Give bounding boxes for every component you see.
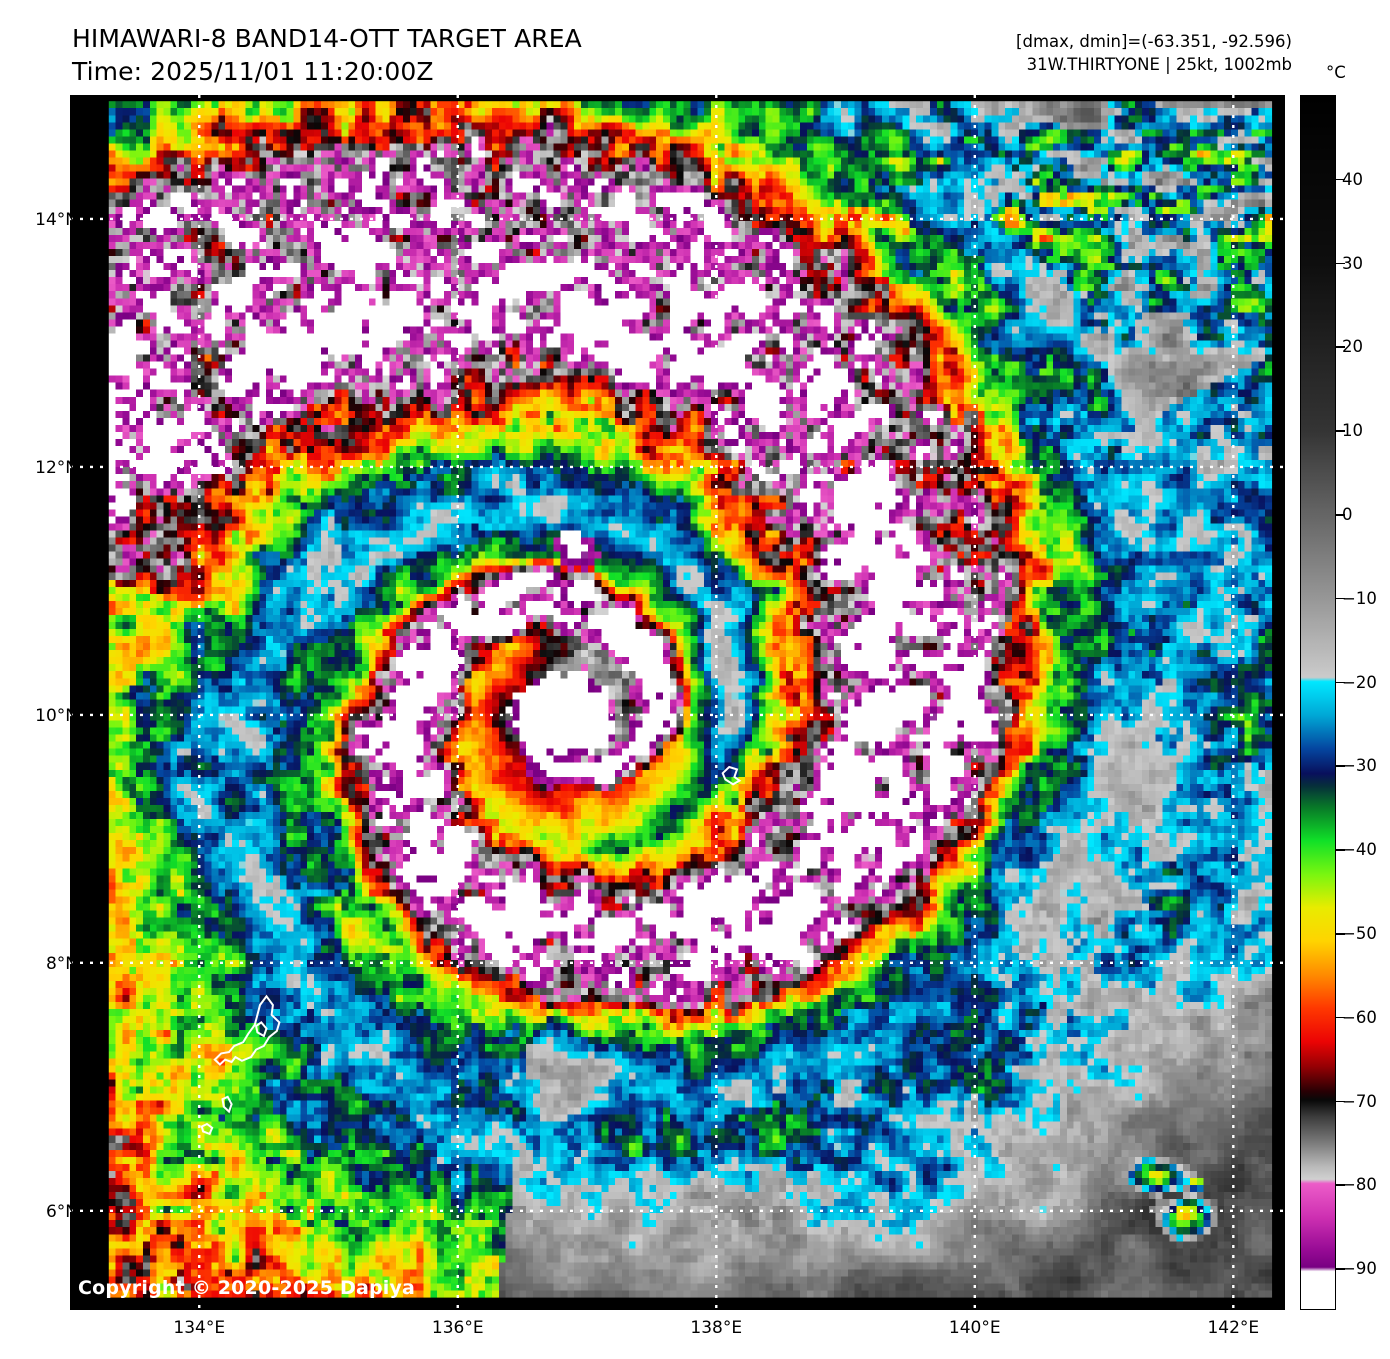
colorbar-tick-mark [1336, 681, 1345, 684]
colorbar-gradient [1301, 96, 1335, 1309]
y-axis-tick: 14°N [35, 209, 78, 230]
x-axis-tick: 136°E [431, 1318, 484, 1338]
coastline-outline [221, 1095, 233, 1114]
colorbar-tick-label: −90 [1342, 1259, 1377, 1279]
colorbar-tick-mark [1336, 513, 1345, 516]
colorbar-tick-mark [1336, 1184, 1345, 1186]
title-block: HIMAWARI-8 BAND14-OTT TARGET AREA Time: … [72, 22, 582, 88]
x-axis-tick: 140°E [948, 1318, 1001, 1338]
x-axis-tick: 142°E [1207, 1318, 1260, 1338]
colorbar-tick-mark [1336, 262, 1345, 265]
satellite-image-plot [70, 95, 1285, 1310]
colorbar-tick-mark [1336, 178, 1345, 181]
colorbar-tick-label: −70 [1342, 1091, 1377, 1111]
colorbar-tick-label: 10 [1342, 421, 1363, 441]
colorbar-tick-mark [1336, 765, 1345, 767]
colorbar-tick-label: −40 [1342, 840, 1377, 860]
timestamp-label: Time: 2025/11/01 11:20:00Z [72, 57, 434, 86]
colorbar-tick-mark [1336, 430, 1345, 432]
x-axis-tick: 134°E [173, 1318, 226, 1338]
colorbar-tick-label: −10 [1342, 588, 1377, 608]
colorbar-tick-mark [1336, 849, 1345, 851]
colorbar-tick-mark [1336, 1016, 1345, 1019]
coastline-outline [721, 765, 742, 786]
colorbar-tick-label: −20 [1342, 672, 1377, 692]
y-axis-tick: 12°N [35, 457, 78, 478]
colorbar-tick-mark [1336, 1100, 1345, 1103]
coastline-outline [254, 1021, 268, 1038]
coastline-outline [213, 994, 281, 1066]
colorbar-tick-label: −80 [1342, 1175, 1377, 1195]
colorbar-tick-label: −50 [1342, 923, 1377, 943]
metadata-block: [dmax, dmin]=(-63.351, -92.596) 31W.THIR… [1016, 30, 1292, 76]
colorbar-tick-label: 30 [1342, 253, 1363, 273]
graticule [70, 95, 1285, 1310]
y-axis-tick: 8°N [45, 953, 78, 974]
colorbar-tick-label: −30 [1342, 756, 1377, 776]
colorbar-unit-label: °C [1326, 63, 1346, 82]
colorbar-tick-label: 40 [1342, 169, 1363, 189]
colorbar-tick-mark [1336, 932, 1345, 935]
colorbar-tick-label: 20 [1342, 337, 1363, 357]
satellite-temperature-raster [108, 101, 1273, 1298]
page-title: HIMAWARI-8 BAND14-OTT TARGET AREA [72, 24, 582, 53]
colorbar-tick-mark [1336, 1268, 1345, 1270]
x-axis-tick: 138°E [690, 1318, 743, 1338]
colorbar-tick-mark [1336, 346, 1345, 348]
dminmax-label: [dmax, dmin]=(-63.351, -92.596) [1016, 32, 1292, 51]
colorbar-tick-label: −60 [1342, 1007, 1377, 1027]
colorbar [1300, 95, 1336, 1310]
y-axis-tick: 6°N [45, 1201, 78, 1222]
satellite-raster [70, 95, 1285, 1310]
coastline-outline [200, 1122, 214, 1136]
storm-info-label: 31W.THIRTYONE | 25kt, 1002mb [1026, 55, 1292, 74]
y-axis-tick: 10°N [35, 705, 78, 726]
colorbar-tick-mark [1336, 597, 1345, 600]
copyright-label: Copyright © 2020-2025 Dapiya [78, 1277, 416, 1299]
colorbar-tick-label: 0 [1342, 504, 1353, 524]
